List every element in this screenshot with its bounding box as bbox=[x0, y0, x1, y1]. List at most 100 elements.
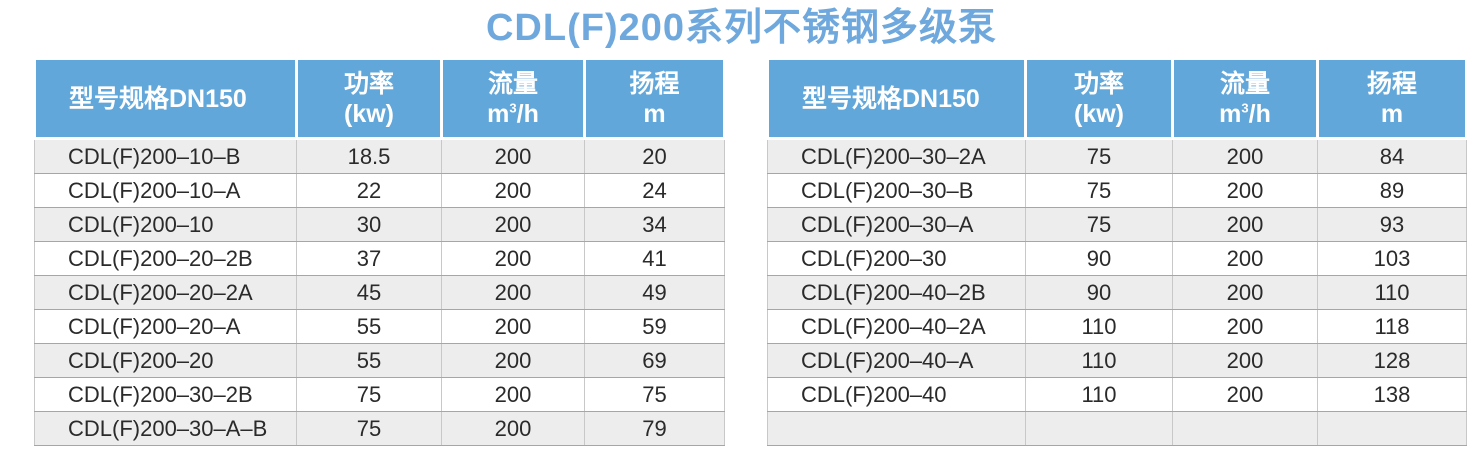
model-cell: CDL(F)200–30–2A bbox=[767, 138, 1026, 174]
power-cell: 90 bbox=[1025, 275, 1173, 310]
flow-cell: 200 bbox=[1172, 377, 1318, 412]
table-row: CDL(F)200–30–A–B 75 200 79 bbox=[34, 411, 725, 446]
flow-label: 流量 bbox=[1219, 69, 1270, 98]
flow-cell: 200 bbox=[1172, 343, 1318, 378]
tables-container: 型号规格DN150 功率 (kw) 流量 m3/h 扬程 m CDL(F)200… bbox=[0, 57, 1483, 446]
header-row: 型号规格DN150 功率 (kw) 流量 m3/h 扬程 m bbox=[33, 57, 726, 140]
power-cell bbox=[1025, 411, 1173, 446]
power-cell: 110 bbox=[1025, 309, 1173, 344]
flow-cell: 200 bbox=[1172, 309, 1318, 344]
table-row: CDL(F)200–40–2B 90 200 110 bbox=[767, 275, 1467, 310]
head-cell: 79 bbox=[584, 411, 725, 446]
power-cell: 37 bbox=[296, 241, 442, 276]
header-row: 型号规格DN150 功率 (kw) 流量 m3/h 扬程 m bbox=[766, 57, 1468, 140]
power-cell: 110 bbox=[1025, 377, 1173, 412]
table-row: CDL(F)200–10–B 18.5 200 20 bbox=[34, 138, 725, 174]
right-pump-table: 型号规格DN150 功率 (kw) 流量 m3/h 扬程 m CDL(F)200… bbox=[766, 57, 1468, 446]
flow-cell: 200 bbox=[441, 343, 585, 378]
power-label: 功率 bbox=[343, 69, 394, 98]
model-cell: CDL(F)200–30–B bbox=[767, 173, 1026, 208]
power-cell: 90 bbox=[1025, 241, 1173, 276]
flow-cell: 200 bbox=[1172, 173, 1318, 208]
power-cell: 75 bbox=[1025, 173, 1173, 208]
head-cell: 138 bbox=[1317, 377, 1467, 412]
table-row: CDL(F)200–30–2A 75 200 84 bbox=[767, 138, 1467, 174]
model-cell: CDL(F)200–30 bbox=[767, 241, 1026, 276]
flow-cell: 200 bbox=[1172, 138, 1318, 174]
table-row: CDL(F)200–10 30 200 34 bbox=[34, 207, 725, 242]
model-cell: CDL(F)200–40 bbox=[767, 377, 1026, 412]
head-cell: 84 bbox=[1317, 138, 1467, 174]
head-cell: 20 bbox=[584, 138, 725, 174]
model-cell: CDL(F)200–10 bbox=[34, 207, 297, 242]
flow-cell bbox=[1172, 411, 1318, 446]
model-cell: CDL(F)200–30–2B bbox=[34, 377, 297, 412]
head-cell: 69 bbox=[584, 343, 725, 378]
power-cell: 55 bbox=[296, 309, 442, 344]
table-row: CDL(F)200–40 110 200 138 bbox=[767, 377, 1467, 412]
table-row: CDL(F)200–20–2A 45 200 49 bbox=[34, 275, 725, 310]
model-cell: CDL(F)200–20–2A bbox=[34, 275, 297, 310]
power-cell: 45 bbox=[296, 275, 442, 310]
model-cell: CDL(F)200–10–A bbox=[34, 173, 297, 208]
flow-cell: 200 bbox=[441, 173, 585, 208]
col-header-power: 功率 (kw) bbox=[295, 57, 443, 140]
table-row: CDL(F)200–40–A 110 200 128 bbox=[767, 343, 1467, 378]
head-cell: 110 bbox=[1317, 275, 1467, 310]
power-cell: 22 bbox=[296, 173, 442, 208]
head-unit-label: m bbox=[1380, 99, 1404, 128]
flow-label: 流量 bbox=[487, 69, 538, 98]
flow-unit-denominator: /h bbox=[1248, 99, 1271, 128]
power-cell: 110 bbox=[1025, 343, 1173, 378]
power-cell: 75 bbox=[296, 411, 442, 446]
flow-unit-label: m3/h bbox=[443, 99, 583, 129]
head-unit-label: m bbox=[643, 99, 666, 128]
head-label: 扬程 bbox=[1366, 69, 1417, 98]
power-cell: 75 bbox=[296, 377, 442, 412]
head-cell: 89 bbox=[1317, 173, 1467, 208]
power-cell: 55 bbox=[296, 343, 442, 378]
table-row: CDL(F)200–10–A 22 200 24 bbox=[34, 173, 725, 208]
col-header-flow: 流量 m3/h bbox=[440, 57, 586, 140]
col-header-flow: 流量 m3/h bbox=[1171, 57, 1319, 140]
flow-unit-exponent: 3 bbox=[1241, 100, 1249, 116]
page-title: CDL(F)200系列不锈钢多级泵 bbox=[485, 7, 998, 49]
table-row: CDL(F)200–30–A 75 200 93 bbox=[767, 207, 1467, 242]
head-cell: 128 bbox=[1317, 343, 1467, 378]
col-header-model: 型号规格DN150 bbox=[766, 57, 1027, 140]
flow-unit-base: m bbox=[487, 99, 510, 128]
power-cell: 18.5 bbox=[296, 138, 442, 174]
head-cell: 93 bbox=[1317, 207, 1467, 242]
flow-cell: 200 bbox=[441, 309, 585, 344]
flow-cell: 200 bbox=[441, 275, 585, 310]
table-row bbox=[767, 411, 1467, 446]
col-header-model: 型号规格DN150 bbox=[33, 57, 298, 140]
head-cell: 75 bbox=[584, 377, 725, 412]
head-cell: 59 bbox=[584, 309, 725, 344]
head-cell: 34 bbox=[584, 207, 725, 242]
left-pump-table: 型号规格DN150 功率 (kw) 流量 m3/h 扬程 m CDL(F)200… bbox=[33, 57, 726, 446]
flow-cell: 200 bbox=[1172, 241, 1318, 276]
model-cell: CDL(F)200–30–A bbox=[767, 207, 1026, 242]
model-cell: CDL(F)200–30–A–B bbox=[34, 411, 297, 446]
head-cell: 24 bbox=[584, 173, 725, 208]
head-cell: 118 bbox=[1317, 309, 1467, 344]
model-cell: CDL(F)200–40–2B bbox=[767, 275, 1026, 310]
table-row: CDL(F)200–40–2A 110 200 118 bbox=[767, 309, 1467, 344]
model-cell: CDL(F)200–10–B bbox=[34, 138, 297, 174]
head-cell: 103 bbox=[1317, 241, 1467, 276]
table-row: CDL(F)200–20–2B 37 200 41 bbox=[34, 241, 725, 276]
flow-unit-base: m bbox=[1219, 99, 1242, 128]
flow-cell: 200 bbox=[441, 241, 585, 276]
model-cell: CDL(F)200–40–A bbox=[767, 343, 1026, 378]
table-row: CDL(F)200–30–B 75 200 89 bbox=[767, 173, 1467, 208]
flow-cell: 200 bbox=[441, 377, 585, 412]
power-unit-label: (kw) bbox=[344, 99, 394, 128]
flow-cell: 200 bbox=[1172, 207, 1318, 242]
power-unit-label: (kw) bbox=[1074, 99, 1124, 128]
table-row: CDL(F)200–20 55 200 69 bbox=[34, 343, 725, 378]
model-cell: CDL(F)200–20–A bbox=[34, 309, 297, 344]
model-cell: CDL(F)200–40–2A bbox=[767, 309, 1026, 344]
flow-cell: 200 bbox=[441, 207, 585, 242]
flow-unit-exponent: 3 bbox=[509, 100, 517, 116]
